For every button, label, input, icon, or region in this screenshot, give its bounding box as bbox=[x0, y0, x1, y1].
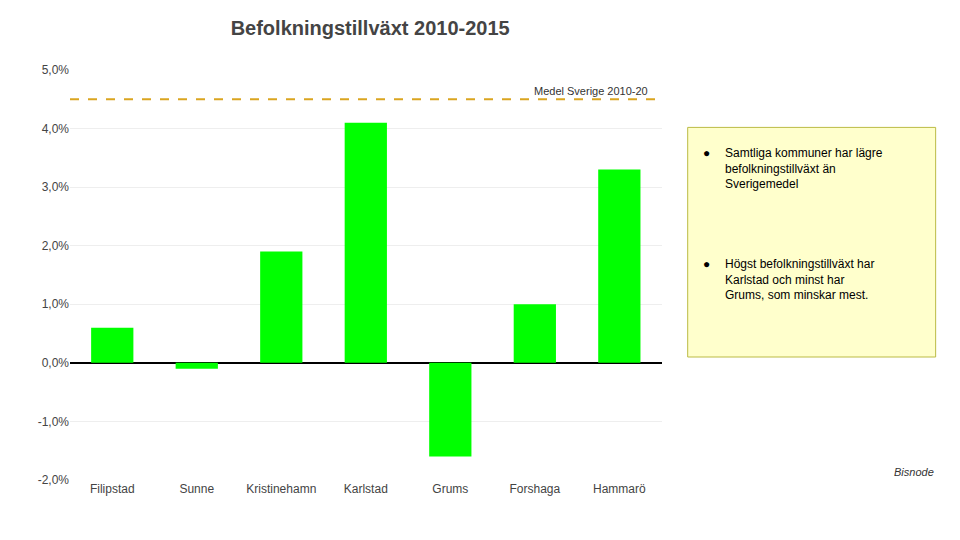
svg-text:-2,0%: -2,0% bbox=[38, 473, 70, 487]
svg-text:●: ● bbox=[703, 146, 710, 160]
svg-text:Hammarö: Hammarö bbox=[593, 482, 646, 496]
svg-text:Samtliga kommuner har lägrebef: Samtliga kommuner har lägrebefolkningsti… bbox=[725, 146, 883, 191]
svg-text:3,0%: 3,0% bbox=[42, 180, 70, 194]
svg-text:-1,0%: -1,0% bbox=[38, 415, 70, 429]
svg-text:Grums: Grums bbox=[432, 482, 468, 496]
svg-text:Medel Sverige 2010-20: Medel Sverige 2010-20 bbox=[534, 85, 648, 97]
svg-text:Bisnode: Bisnode bbox=[894, 466, 934, 478]
svg-text:4,0%: 4,0% bbox=[42, 122, 70, 136]
svg-text:Filipstad: Filipstad bbox=[90, 482, 135, 496]
svg-text:2,0%: 2,0% bbox=[42, 239, 70, 253]
svg-text:Befolkningstillväxt 2010-2015: Befolkningstillväxt 2010-2015 bbox=[231, 17, 510, 39]
svg-text:1,0%: 1,0% bbox=[42, 297, 70, 311]
svg-text:0,0%: 0,0% bbox=[42, 356, 70, 370]
svg-text:Karlstad: Karlstad bbox=[344, 482, 388, 496]
svg-text:Högst befolkningstillväxt harK: Högst befolkningstillväxt harKarlstad oc… bbox=[725, 257, 874, 302]
svg-text:5,0%: 5,0% bbox=[42, 63, 70, 77]
svg-text:Sunne: Sunne bbox=[179, 482, 214, 496]
svg-text:●: ● bbox=[703, 257, 710, 271]
svg-text:Kristinehamn: Kristinehamn bbox=[246, 482, 316, 496]
svg-text:Forshaga: Forshaga bbox=[509, 482, 560, 496]
